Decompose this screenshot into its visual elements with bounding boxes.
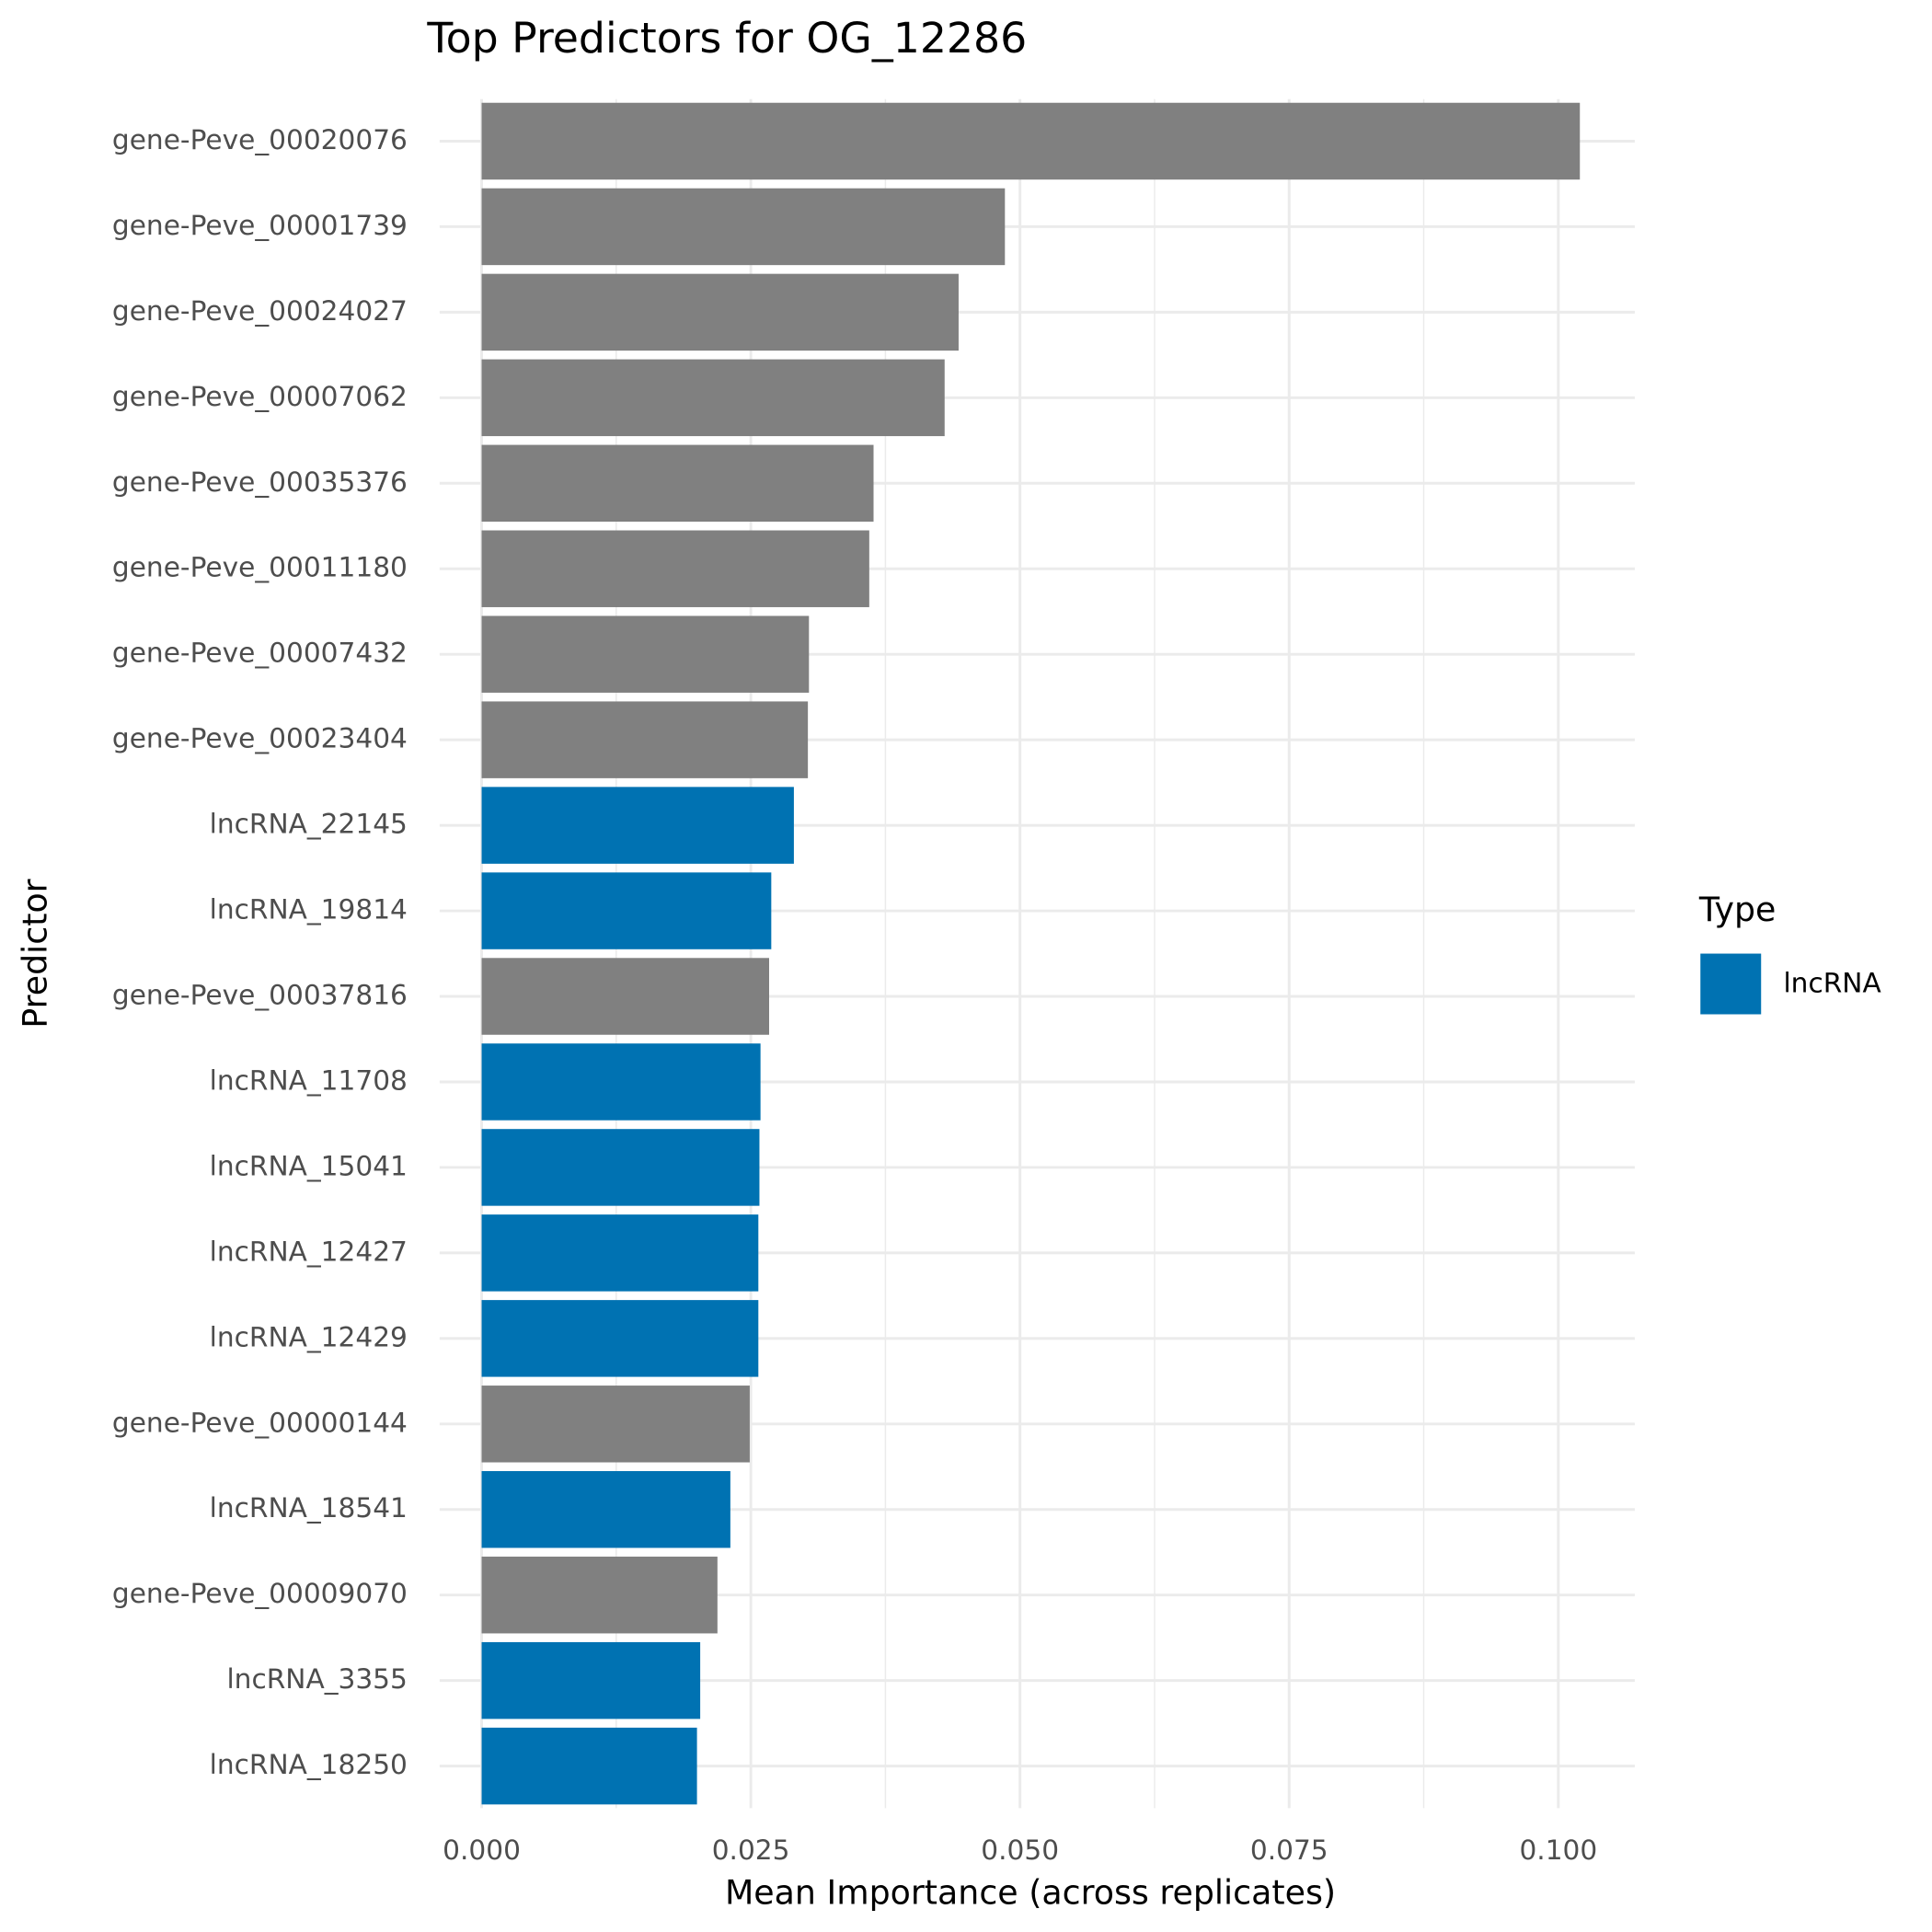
- y-tick-label: gene-Peve_00023404: [112, 723, 408, 754]
- bar: [481, 1386, 750, 1463]
- bar: [481, 872, 772, 949]
- y-tick-label: gene-Peve_00037816: [112, 980, 408, 1011]
- bar: [481, 615, 810, 693]
- y-tick-label: gene-Peve_00011180: [112, 552, 408, 583]
- y-tick-label: lncRNA_18541: [210, 1492, 408, 1524]
- y-tick-label: lncRNA_12427: [210, 1236, 408, 1267]
- x-tick-label: 0.075: [1250, 1834, 1328, 1866]
- bar: [481, 1129, 760, 1206]
- chart-title: Top Predictors for OG_12286: [426, 14, 1027, 63]
- y-tick-label: gene-Peve_00009070: [112, 1578, 408, 1609]
- legend-key: [1700, 953, 1762, 1015]
- y-tick-label: lncRNA_12429: [210, 1321, 408, 1352]
- y-tick-label: gene-Peve_00007432: [112, 638, 408, 669]
- bar: [481, 701, 809, 778]
- bar: [481, 188, 1006, 266]
- legend-title: Type: [1698, 890, 1776, 929]
- x-tick-label: 0.000: [443, 1834, 521, 1866]
- y-tick-label: lncRNA_11708: [210, 1064, 408, 1096]
- bar: [481, 1727, 697, 1805]
- y-tick-label: lncRNA_22145: [210, 809, 408, 840]
- y-axis-title: Predictor: [15, 879, 54, 1028]
- y-tick-label: gene-Peve_00035376: [112, 466, 408, 498]
- bar: [481, 1043, 761, 1121]
- bar: [481, 1556, 718, 1634]
- x-tick-label: 0.025: [712, 1834, 790, 1866]
- y-tick-label: lncRNA_19814: [210, 894, 408, 926]
- y-tick-label: gene-Peve_00024027: [112, 295, 408, 327]
- bar: [481, 273, 959, 351]
- x-tick-label: 0.100: [1519, 1834, 1597, 1866]
- y-tick-label: gene-Peve_00001739: [112, 210, 408, 241]
- x-axis-title: Mean Importance (across replicates): [725, 1873, 1336, 1913]
- y-tick-label: gene-Peve_00007062: [112, 381, 408, 412]
- y-tick-label: lncRNA_3355: [226, 1663, 407, 1695]
- y-tick-label: gene-Peve_00020076: [112, 124, 408, 155]
- y-tick-label: lncRNA_15041: [210, 1150, 408, 1181]
- bar: [481, 1300, 759, 1377]
- bar: [481, 102, 1581, 180]
- bar: [481, 787, 794, 864]
- legend-label: lncRNA: [1783, 968, 1881, 999]
- bar: [481, 444, 874, 523]
- bar: [481, 1471, 730, 1548]
- x-tick-label: 0.050: [981, 1834, 1059, 1866]
- bar: [481, 530, 869, 607]
- y-tick-label: lncRNA_18250: [210, 1749, 408, 1780]
- bar: [481, 1214, 759, 1292]
- bar: [481, 359, 945, 437]
- bar: [481, 1641, 701, 1719]
- y-tick-label: gene-Peve_00000144: [112, 1407, 408, 1438]
- bar: [481, 958, 769, 1035]
